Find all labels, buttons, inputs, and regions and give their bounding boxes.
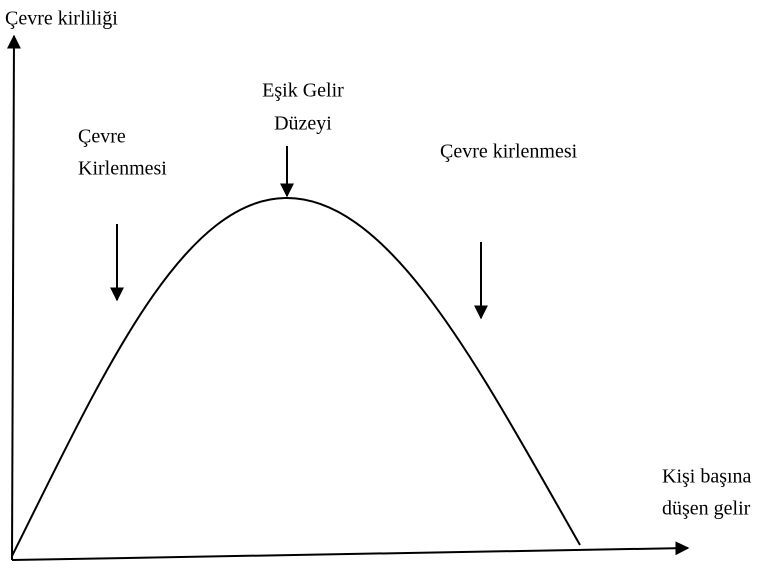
annotation: Kirlenmesi: [78, 158, 167, 180]
x-axis-label: Kişi başına: [662, 466, 752, 488]
x-axis-label: düşen gelir: [662, 498, 751, 520]
annotation: Eşik Gelir: [262, 80, 344, 102]
y-axis: [6, 34, 21, 561]
kuznets-curve: [11, 196, 581, 557]
annotation: Çevre kirlenmesi: [440, 141, 578, 163]
annotation: Düzeyi: [274, 113, 332, 135]
y-axis-label: Çevre kirliliği: [5, 8, 118, 30]
annotation: Çevre: [78, 126, 126, 148]
x-axis: [11, 541, 690, 561]
